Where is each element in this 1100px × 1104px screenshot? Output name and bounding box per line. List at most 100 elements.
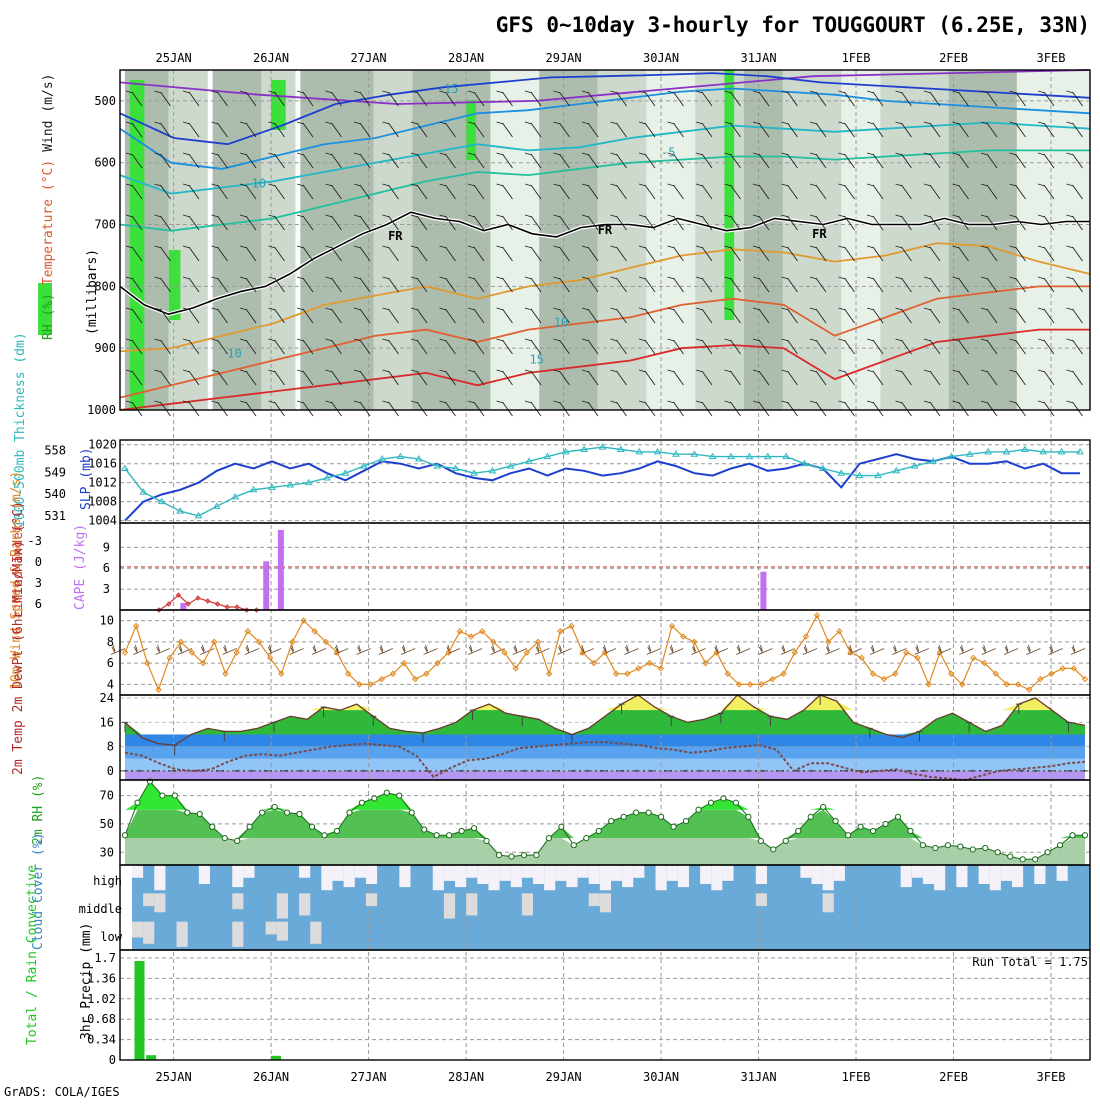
upper-wind-barb bbox=[724, 307, 741, 324]
upper-wind-barb bbox=[496, 307, 513, 324]
upper-wind-barb bbox=[553, 90, 570, 107]
upper-wind-barb bbox=[781, 307, 798, 324]
thickness-point bbox=[525, 457, 533, 464]
upper-wind-barb bbox=[239, 276, 257, 293]
upper-wind-barb bbox=[610, 152, 627, 169]
surface-wind-barb bbox=[267, 644, 282, 655]
upper-wind-barb bbox=[581, 152, 599, 169]
temp-minmax-bar bbox=[469, 709, 476, 721]
thickness-point bbox=[304, 478, 313, 486]
upper-wind-barb bbox=[439, 369, 456, 386]
upper-wind-barb bbox=[581, 276, 599, 293]
contour-label: 10 bbox=[252, 176, 266, 190]
thickness-point bbox=[580, 445, 589, 452]
surface-wind-barb bbox=[1026, 644, 1041, 655]
upper-wind-barb bbox=[866, 400, 884, 417]
upper-wind-barb bbox=[809, 90, 827, 107]
rh2m-point bbox=[1081, 832, 1089, 839]
upper-wind-barb bbox=[724, 183, 741, 200]
cloud-cell bbox=[143, 921, 155, 944]
thickness-point bbox=[1076, 447, 1084, 455]
upper-wind-barb bbox=[496, 90, 513, 107]
upper-wind-barb bbox=[154, 369, 171, 386]
upper-wind-barb bbox=[325, 245, 342, 262]
upper-wind-barb bbox=[781, 338, 798, 355]
surface-wind-barb bbox=[334, 644, 349, 655]
upper-wind-barb bbox=[211, 338, 228, 355]
upper-wind-barb bbox=[1037, 90, 1055, 107]
upper-wind-barb bbox=[1009, 214, 1026, 231]
rh2m-point bbox=[221, 834, 228, 842]
temp-tick-label: 16 bbox=[100, 715, 114, 729]
lifted-index-point bbox=[166, 601, 172, 607]
rh2m-point bbox=[658, 813, 665, 820]
rh2m-point bbox=[508, 853, 515, 860]
thickness-tick-label: 549 bbox=[44, 465, 66, 479]
surface-wind-barb bbox=[535, 644, 550, 655]
upper-wind-barb bbox=[296, 121, 314, 138]
wind-speed-point bbox=[1014, 681, 1022, 688]
upper-wind-barb bbox=[325, 276, 342, 293]
upper-wind-barb bbox=[1037, 369, 1055, 386]
rh2m-point bbox=[795, 827, 802, 835]
upper-wind-barb bbox=[268, 245, 285, 262]
precip-tick-label: 1.7 bbox=[94, 951, 116, 965]
cloud-cell bbox=[822, 865, 834, 891]
cape-ylabel: CAPE (J/kg) bbox=[73, 524, 88, 610]
surface-wind-barb bbox=[892, 644, 907, 655]
upper-wind-barb bbox=[1066, 214, 1083, 231]
upper-wind-barb bbox=[439, 338, 456, 355]
surface-wind-barb bbox=[557, 644, 572, 655]
rh2m-point bbox=[1019, 856, 1026, 863]
upper-wind-barb bbox=[496, 338, 513, 355]
cloud-cell bbox=[510, 865, 522, 888]
upper-wind-barb bbox=[182, 214, 200, 231]
upper-wind-barb bbox=[724, 369, 741, 386]
upper-wind-barb bbox=[781, 400, 798, 417]
thickness-point bbox=[212, 502, 221, 509]
cloud-cell bbox=[533, 865, 545, 884]
lifted-index-tick-label: 3 bbox=[35, 576, 42, 590]
thickness-tick-label: 540 bbox=[44, 487, 66, 501]
run-total-label: Run Total = 1.75 bbox=[972, 955, 1088, 969]
precip-tick-label: 0 bbox=[109, 1053, 116, 1067]
upper-wind-barb bbox=[638, 183, 656, 200]
upper-wind-barb bbox=[838, 121, 855, 138]
lifted-index-line bbox=[158, 594, 257, 611]
thickness-point bbox=[782, 452, 791, 460]
upper-wind-barb bbox=[524, 307, 542, 324]
upper-wind-barb bbox=[1009, 121, 1026, 138]
upper-wind-barb bbox=[410, 152, 428, 169]
upper-wind-barb bbox=[1009, 276, 1026, 293]
upper-wind-barb bbox=[353, 214, 371, 231]
upper-wind-barb bbox=[1009, 183, 1026, 200]
freezing-level-label: FR bbox=[598, 223, 613, 237]
upper-wind-barb bbox=[638, 400, 656, 417]
rh2m-point bbox=[907, 827, 914, 835]
pressure-tick-label: 700 bbox=[94, 218, 116, 232]
thickness-point bbox=[1021, 445, 1029, 452]
upper-wind-barb bbox=[410, 214, 428, 231]
rh-shade-band bbox=[948, 70, 1017, 410]
upper-wind-barb bbox=[496, 183, 513, 200]
upper-wind-barb bbox=[752, 183, 770, 200]
slp-tick-label: 1004 bbox=[88, 514, 117, 528]
thickness-point bbox=[286, 481, 295, 488]
upper-wind-barb bbox=[638, 369, 656, 386]
cloud-cell bbox=[154, 865, 166, 891]
upper-wind-barb bbox=[125, 338, 143, 355]
upper-wind-barb bbox=[1037, 121, 1055, 138]
temp-minmax-bar bbox=[221, 730, 228, 742]
cloud-cell bbox=[466, 893, 478, 916]
rh2m-point bbox=[1069, 832, 1076, 839]
upper-wind-barb bbox=[325, 338, 342, 355]
rh2m-point bbox=[820, 803, 827, 811]
upper-wind-barb bbox=[1009, 90, 1026, 107]
surface-wind-barb bbox=[200, 644, 215, 655]
upper-wind-barb bbox=[638, 121, 656, 138]
upper-wind-barb bbox=[923, 400, 941, 417]
isotherm-line bbox=[119, 285, 1090, 399]
upper-wind-barb bbox=[1066, 121, 1083, 138]
upper-wind-barb bbox=[980, 369, 998, 386]
temp-minmax-bar bbox=[717, 712, 724, 724]
